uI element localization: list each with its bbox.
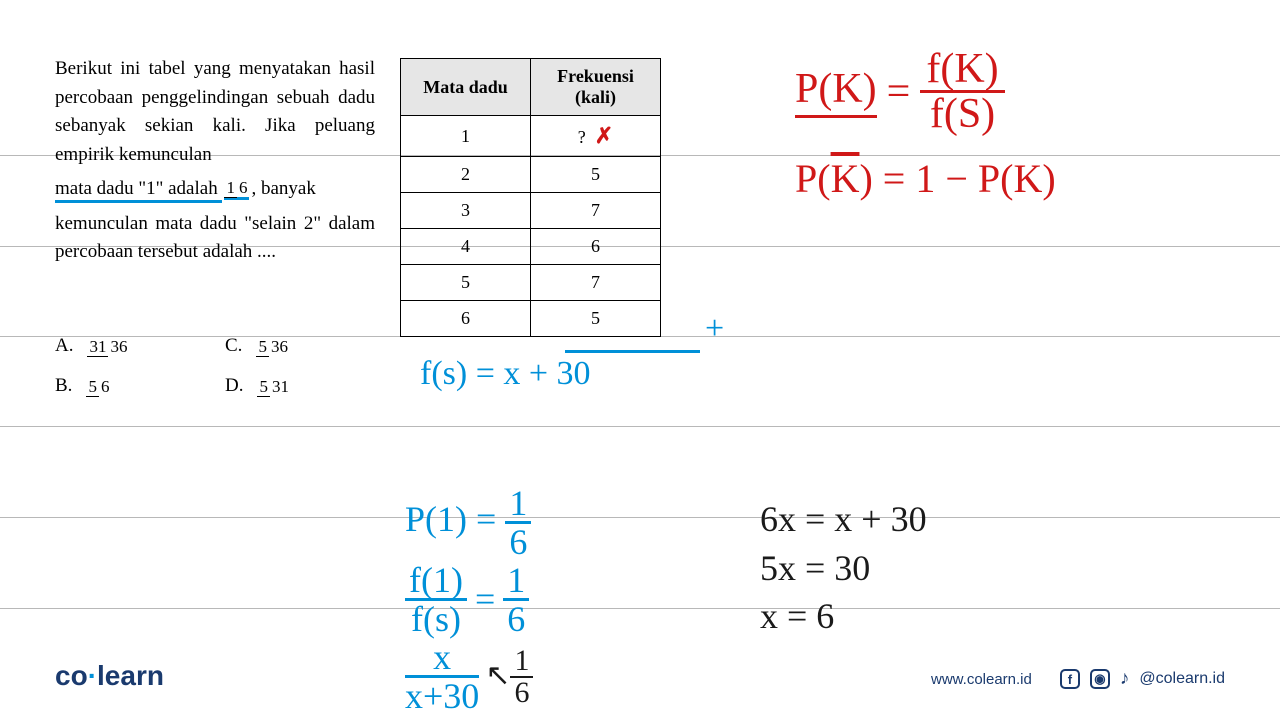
handwriting-underline bbox=[565, 350, 700, 353]
fraction-b: 56 bbox=[86, 378, 111, 395]
handwriting-formula-pk: P(K) = f(K) f(S) bbox=[795, 48, 1005, 135]
footer-right: www.colearn.id f ◉ ♪ @colearn.id bbox=[931, 668, 1225, 690]
instagram-icon[interactable]: ◉ bbox=[1090, 669, 1110, 689]
fraction-1-6: 16 bbox=[224, 179, 249, 200]
option-a[interactable]: A. 3136 bbox=[55, 335, 225, 357]
frequency-table: Mata dadu Frekuensi (kali) 1? ✗ 25 37 46… bbox=[400, 58, 661, 337]
fraction-c: 536 bbox=[256, 338, 290, 355]
option-b[interactable]: B. 56 bbox=[55, 375, 225, 397]
handwriting-fs: f(s) = x + 30 bbox=[420, 355, 591, 393]
footer-url[interactable]: www.colearn.id bbox=[931, 671, 1032, 688]
handwriting-plus: + bbox=[705, 310, 724, 348]
table-row: 37 bbox=[401, 193, 661, 229]
answer-options: A. 3136 C. 536 B. 56 D. 531 bbox=[55, 335, 395, 415]
table-header-1: Mata dadu bbox=[401, 59, 531, 116]
table-header-2: Frekuensi (kali) bbox=[531, 59, 661, 116]
tiktok-icon[interactable]: ♪ bbox=[1120, 668, 1130, 690]
table-row: 65 bbox=[401, 301, 661, 337]
handwriting-formula-complement: P(K) = 1 − P(K) bbox=[795, 155, 1056, 202]
question-p2b: , banyak bbox=[251, 178, 315, 199]
facebook-icon[interactable]: f bbox=[1060, 669, 1080, 689]
option-d[interactable]: D. 531 bbox=[225, 375, 395, 397]
cross-icon: ✗ bbox=[595, 123, 613, 148]
question-text: Berikut ini tabel yang menyatakan hasil … bbox=[55, 55, 375, 267]
question-p3: kemunculan mata dadu "selain 2" dalam pe… bbox=[55, 213, 375, 263]
handwriting-working-blue: P(1) = 1 6 f(1) f(s) = 1 6 x x+30 ↖ 1 6 bbox=[405, 485, 533, 714]
footer-handle[interactable]: @colearn.id bbox=[1139, 670, 1225, 688]
table-row: 25 bbox=[401, 157, 661, 193]
question-p1: Berikut ini tabel yang menyatakan hasil … bbox=[55, 58, 375, 165]
option-c[interactable]: C. 536 bbox=[225, 335, 395, 357]
table-row: 57 bbox=[401, 265, 661, 301]
fraction-a: 3136 bbox=[87, 338, 129, 355]
question-p2a: mata dadu "1" adalah bbox=[55, 178, 222, 203]
table-row: 1? ✗ bbox=[401, 116, 661, 157]
brand-logo: co·learn bbox=[55, 660, 164, 692]
fraction-d: 531 bbox=[257, 378, 291, 395]
handwriting-solving: 6x = x + 30 5x = 30 x = 6 bbox=[760, 495, 927, 641]
table-row: 46 bbox=[401, 229, 661, 265]
arrow-icon: ↖ bbox=[485, 659, 510, 694]
